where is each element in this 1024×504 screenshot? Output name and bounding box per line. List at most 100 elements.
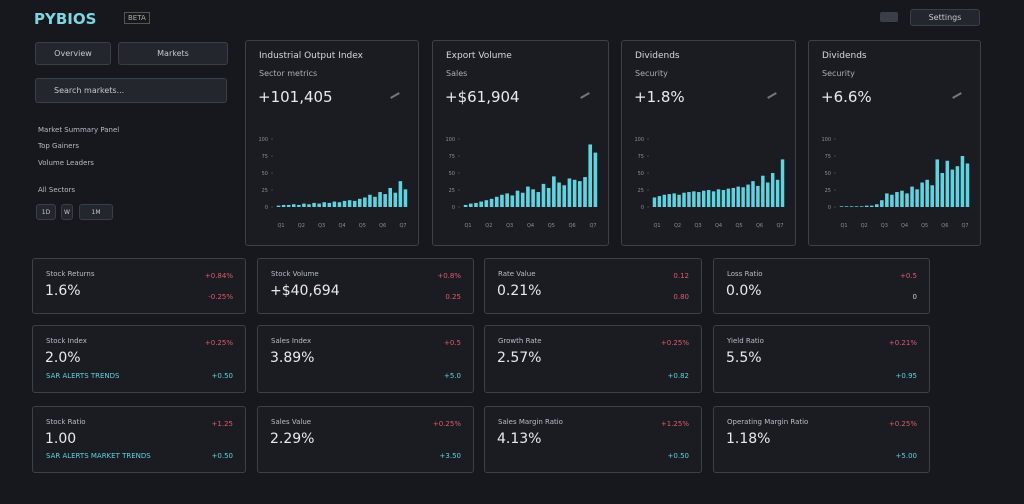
metric-change: +0.21% bbox=[888, 339, 917, 347]
x-tick-label: Q6 bbox=[569, 223, 576, 229]
metric-card: Operating Margin Ratio 1.18% +0.25% +5.00 bbox=[713, 406, 930, 473]
bar bbox=[562, 185, 567, 207]
bar bbox=[766, 182, 770, 207]
bar bbox=[494, 196, 499, 207]
bar bbox=[955, 166, 960, 207]
metric-change: +0.25% bbox=[204, 339, 233, 347]
metric-detail: -0.25% bbox=[208, 293, 233, 301]
bar bbox=[463, 204, 468, 207]
metric-label: Yield Ratio bbox=[727, 337, 764, 345]
bar bbox=[682, 192, 686, 207]
card-subtitle: Security bbox=[635, 69, 668, 78]
bar bbox=[741, 187, 745, 207]
settings-button[interactable]: Settings bbox=[910, 9, 980, 26]
logo[interactable]: PYBIOS bbox=[34, 10, 97, 28]
y-tick-label: 50 bbox=[825, 171, 831, 177]
filter-button[interactable]: W bbox=[61, 204, 73, 220]
bar bbox=[672, 193, 676, 207]
bar-chart: 0 25 50 75 100 Q1 Q2 Q3 Q4 Q5 Q6 Q7 bbox=[445, 137, 598, 229]
metric-card: Sales Margin Ratio 4.13% +1.25% +0.50 bbox=[484, 406, 702, 473]
y-tick-label: 75 bbox=[449, 154, 455, 160]
bar bbox=[736, 186, 740, 207]
bar bbox=[677, 194, 681, 207]
y-tick-label: 25 bbox=[262, 188, 268, 194]
x-tick-label: Q7 bbox=[961, 223, 968, 229]
filter-button[interactable]: 1M bbox=[79, 204, 113, 220]
bar bbox=[327, 202, 332, 207]
x-tick-label: Q5 bbox=[359, 223, 366, 229]
metric-value: 1.6% bbox=[45, 283, 81, 299]
y-tick-label: 0 bbox=[641, 205, 644, 211]
y-tick-label: 25 bbox=[449, 188, 455, 194]
bar bbox=[770, 173, 775, 207]
y-tick-label: 100 bbox=[445, 137, 455, 143]
bar bbox=[910, 186, 914, 207]
bar bbox=[383, 194, 387, 207]
card-title: Dividends bbox=[635, 51, 680, 61]
metric-value: 0.21% bbox=[497, 283, 542, 299]
bar bbox=[286, 204, 291, 207]
bar bbox=[854, 206, 859, 207]
y-tick-label: 75 bbox=[825, 154, 831, 160]
bar bbox=[515, 190, 520, 207]
bar bbox=[403, 189, 408, 207]
bar bbox=[505, 193, 509, 207]
icon[interactable] bbox=[880, 12, 898, 22]
sidebar-item[interactable]: Volume Leaders bbox=[38, 159, 94, 167]
x-tick-label: Q6 bbox=[941, 223, 948, 229]
bar bbox=[880, 200, 884, 207]
bar bbox=[373, 196, 377, 207]
metric-detail: 0.25 bbox=[445, 293, 461, 301]
bar bbox=[474, 202, 478, 207]
metric-label: Rate Value bbox=[498, 270, 536, 278]
bar bbox=[915, 189, 919, 207]
metric-note: SAR ALERTS MARKET TRENDS bbox=[46, 452, 151, 460]
bar bbox=[337, 202, 342, 207]
x-tick-label: Q3 bbox=[881, 223, 888, 229]
metric-label: Stock Ratio bbox=[46, 418, 86, 426]
bar bbox=[780, 159, 785, 207]
nav-button[interactable]: Overview bbox=[35, 42, 111, 65]
bar bbox=[895, 192, 899, 207]
metric-note: SAR ALERTS TRENDS bbox=[46, 372, 120, 380]
bar bbox=[363, 197, 367, 207]
metric-label: Loss Ratio bbox=[727, 270, 763, 278]
chart-card: Dividends Security +1.8% 0 25 50 75 100 Q1 Q2 Q3 Q4… bbox=[621, 40, 796, 246]
bar bbox=[479, 201, 483, 207]
bar bbox=[307, 204, 311, 207]
y-tick-label: 25 bbox=[825, 188, 831, 194]
chart-card: Dividends Security +6.6% 0 25 50 75 100 Q1 Q2 Q3 Q4… bbox=[808, 40, 981, 246]
metric-detail: +5.00 bbox=[895, 452, 917, 460]
metric-card: Yield Ratio 5.5% +0.21% +0.95 bbox=[713, 325, 930, 393]
card-subtitle: Security bbox=[822, 69, 855, 78]
nav-button[interactable]: Markets bbox=[118, 42, 228, 65]
sidebar-item[interactable]: All Sectors bbox=[38, 186, 76, 194]
bar bbox=[721, 190, 726, 207]
x-tick-label: Q3 bbox=[506, 223, 513, 229]
bar bbox=[393, 192, 398, 207]
sidebar-item[interactable]: Market Summary Panel bbox=[38, 126, 120, 134]
x-tick-label: Q1 bbox=[464, 223, 471, 229]
y-tick-label: 0 bbox=[828, 205, 831, 211]
chart-card: Industrial Output Index Sector metrics +10… bbox=[245, 40, 419, 246]
bar bbox=[388, 187, 393, 207]
bar bbox=[706, 190, 711, 207]
card-subtitle: Sales bbox=[446, 69, 468, 78]
sidebar-item[interactable]: Top Gainers bbox=[38, 142, 79, 150]
search-box[interactable]: Search markets... bbox=[35, 78, 227, 103]
bar bbox=[276, 205, 281, 207]
bar bbox=[352, 200, 357, 207]
metric-value: 5.5% bbox=[726, 350, 762, 366]
metric-value: 2.0% bbox=[45, 350, 81, 366]
metric-change: +0.25% bbox=[888, 420, 917, 428]
y-tick-label: 100 bbox=[821, 137, 831, 143]
bar-chart: 0 25 50 75 100 Q1 Q2 Q3 Q4 Q5 Q6 Q7 bbox=[258, 137, 408, 229]
metric-label: Growth Rate bbox=[498, 337, 542, 345]
metric-detail: +0.82 bbox=[667, 372, 689, 380]
y-tick-label: 25 bbox=[638, 188, 644, 194]
bar bbox=[468, 203, 473, 207]
badge: BETA bbox=[124, 12, 150, 24]
bar-chart: 0 25 50 75 100 Q1 Q2 Q3 Q4 Q5 Q6 Q7 bbox=[634, 137, 785, 229]
filter-button[interactable]: 1D bbox=[36, 204, 56, 220]
bar bbox=[657, 196, 662, 207]
